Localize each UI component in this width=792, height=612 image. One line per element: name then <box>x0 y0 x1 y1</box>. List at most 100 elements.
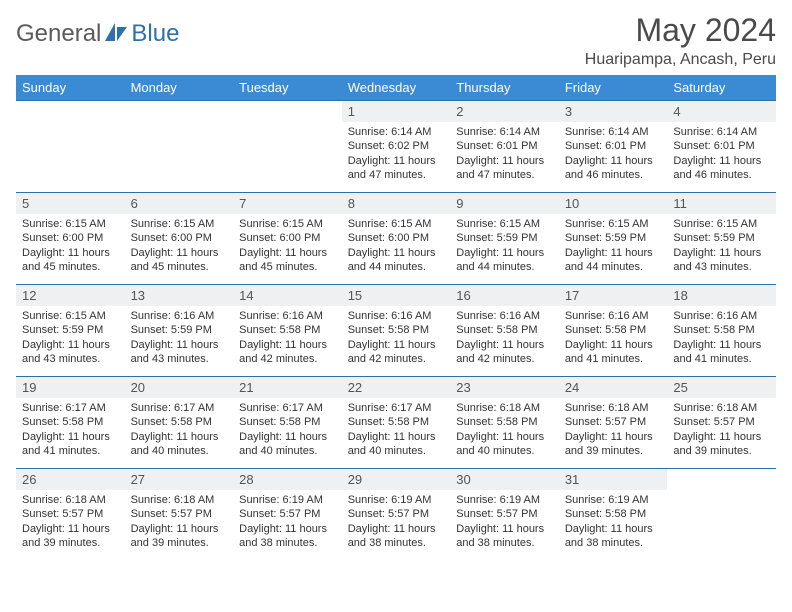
calendar-cell <box>233 101 342 193</box>
day-number: 2 <box>450 101 559 122</box>
day-details: Sunrise: 6:19 AMSunset: 5:57 PMDaylight:… <box>342 490 451 553</box>
day-number: 4 <box>667 101 776 122</box>
day-details: Sunrise: 6:15 AMSunset: 6:00 PMDaylight:… <box>233 214 342 277</box>
daylight-text: Daylight: 11 hours and 41 minutes. <box>565 338 662 367</box>
sunrise-text: Sunrise: 6:18 AM <box>131 493 228 507</box>
sunset-text: Sunset: 5:57 PM <box>565 415 662 429</box>
daylight-text: Daylight: 11 hours and 46 minutes. <box>565 154 662 183</box>
calendar-cell: 12Sunrise: 6:15 AMSunset: 5:59 PMDayligh… <box>16 285 125 377</box>
day-number: 18 <box>667 285 776 306</box>
weekday-header: Saturday <box>667 75 776 101</box>
day-number: 5 <box>16 193 125 214</box>
daylight-text: Daylight: 11 hours and 38 minutes. <box>456 522 553 551</box>
calendar-cell: 31Sunrise: 6:19 AMSunset: 5:58 PMDayligh… <box>559 469 668 561</box>
day-details: Sunrise: 6:17 AMSunset: 5:58 PMDaylight:… <box>125 398 234 461</box>
page-header: General Blue May 2024 Huaripampa, Ancash… <box>16 12 776 69</box>
daylight-text: Daylight: 11 hours and 46 minutes. <box>673 154 770 183</box>
daylight-text: Daylight: 11 hours and 42 minutes. <box>456 338 553 367</box>
day-details: Sunrise: 6:15 AMSunset: 6:00 PMDaylight:… <box>16 214 125 277</box>
sunset-text: Sunset: 5:57 PM <box>456 507 553 521</box>
day-details: Sunrise: 6:16 AMSunset: 5:59 PMDaylight:… <box>125 306 234 369</box>
day-number: 29 <box>342 469 451 490</box>
sunrise-text: Sunrise: 6:16 AM <box>131 309 228 323</box>
title-block: May 2024 Huaripampa, Ancash, Peru <box>585 12 776 69</box>
calendar-cell: 28Sunrise: 6:19 AMSunset: 5:57 PMDayligh… <box>233 469 342 561</box>
day-number: 23 <box>450 377 559 398</box>
day-number: 17 <box>559 285 668 306</box>
daylight-text: Daylight: 11 hours and 39 minutes. <box>565 430 662 459</box>
calendar-cell: 5Sunrise: 6:15 AMSunset: 6:00 PMDaylight… <box>16 193 125 285</box>
sunrise-text: Sunrise: 6:14 AM <box>348 125 445 139</box>
day-number: 7 <box>233 193 342 214</box>
weekday-header: Tuesday <box>233 75 342 101</box>
sunrise-text: Sunrise: 6:16 AM <box>565 309 662 323</box>
sunrise-text: Sunrise: 6:17 AM <box>22 401 119 415</box>
calendar-cell: 9Sunrise: 6:15 AMSunset: 5:59 PMDaylight… <box>450 193 559 285</box>
sunset-text: Sunset: 5:58 PM <box>565 507 662 521</box>
day-details: Sunrise: 6:14 AMSunset: 6:02 PMDaylight:… <box>342 122 451 185</box>
daylight-text: Daylight: 11 hours and 47 minutes. <box>348 154 445 183</box>
calendar-cell: 27Sunrise: 6:18 AMSunset: 5:57 PMDayligh… <box>125 469 234 561</box>
weekday-header: Monday <box>125 75 234 101</box>
day-details: Sunrise: 6:14 AMSunset: 6:01 PMDaylight:… <box>559 122 668 185</box>
daylight-text: Daylight: 11 hours and 41 minutes. <box>673 338 770 367</box>
calendar-cell: 24 Sunrise: 6:18 AMSunset: 5:57 PMDayligh… <box>559 377 668 469</box>
daylight-text: Daylight: 11 hours and 39 minutes. <box>131 522 228 551</box>
day-number: 24 <box>559 377 668 398</box>
sunset-text: Sunset: 5:58 PM <box>565 323 662 337</box>
sunset-text: Sunset: 5:58 PM <box>22 415 119 429</box>
sunrise-text: Sunrise: 6:16 AM <box>673 309 770 323</box>
sunset-text: Sunset: 5:59 PM <box>565 231 662 245</box>
day-number: 16 <box>450 285 559 306</box>
sunrise-text: Sunrise: 6:15 AM <box>673 217 770 231</box>
daylight-text: Daylight: 11 hours and 38 minutes. <box>239 522 336 551</box>
daylight-text: Daylight: 11 hours and 44 minutes. <box>348 246 445 275</box>
day-number: 20 <box>125 377 234 398</box>
day-details: Sunrise: 6:14 AMSunset: 6:01 PMDaylight:… <box>450 122 559 185</box>
calendar-cell: 11Sunrise: 6:15 AMSunset: 5:59 PMDayligh… <box>667 193 776 285</box>
sunrise-text: Sunrise: 6:15 AM <box>565 217 662 231</box>
calendar-row: 12Sunrise: 6:15 AMSunset: 5:59 PMDayligh… <box>16 285 776 377</box>
day-details: Sunrise: 6:19 AMSunset: 5:57 PMDaylight:… <box>233 490 342 553</box>
month-title: May 2024 <box>585 12 776 49</box>
calendar-cell: 10Sunrise: 6:15 AMSunset: 5:59 PMDayligh… <box>559 193 668 285</box>
calendar-cell: 1Sunrise: 6:14 AMSunset: 6:02 PMDaylight… <box>342 101 451 193</box>
daylight-text: Daylight: 11 hours and 40 minutes. <box>131 430 228 459</box>
sunset-text: Sunset: 5:57 PM <box>673 415 770 429</box>
sunset-text: Sunset: 5:58 PM <box>131 415 228 429</box>
sunrise-text: Sunrise: 6:14 AM <box>673 125 770 139</box>
sunrise-text: Sunrise: 6:17 AM <box>131 401 228 415</box>
day-details: Sunrise: 6:16 AMSunset: 5:58 PMDaylight:… <box>667 306 776 369</box>
day-details: Sunrise: 6:15 AMSunset: 6:00 PMDaylight:… <box>125 214 234 277</box>
sunrise-text: Sunrise: 6:19 AM <box>348 493 445 507</box>
calendar-cell <box>125 101 234 193</box>
day-details: Sunrise: 6:17 AMSunset: 5:58 PMDaylight:… <box>16 398 125 461</box>
sunset-text: Sunset: 6:00 PM <box>239 231 336 245</box>
calendar-table: Sunday Monday Tuesday Wednesday Thursday… <box>16 75 776 561</box>
day-number: 30 <box>450 469 559 490</box>
calendar-row: 19Sunrise: 6:17 AMSunset: 5:58 PMDayligh… <box>16 377 776 469</box>
calendar-cell: 8Sunrise: 6:15 AMSunset: 6:00 PMDaylight… <box>342 193 451 285</box>
day-details: Sunrise: 6:16 AMSunset: 5:58 PMDaylight:… <box>342 306 451 369</box>
day-details: Sunrise: 6:15 AMSunset: 5:59 PMDaylight:… <box>450 214 559 277</box>
sunrise-text: Sunrise: 6:18 AM <box>565 401 662 415</box>
brand-name-2: Blue <box>131 20 179 48</box>
calendar-cell: 13Sunrise: 6:16 AMSunset: 5:59 PMDayligh… <box>125 285 234 377</box>
day-details: Sunrise: 6:18 AMSunset: 5:57 PMDaylight:… <box>667 398 776 461</box>
day-details: Sunrise: 6:18 AMSunset: 5:57 PMDaylight:… <box>16 490 125 553</box>
calendar-cell: 16Sunrise: 6:16 AMSunset: 5:58 PMDayligh… <box>450 285 559 377</box>
sunset-text: Sunset: 5:59 PM <box>131 323 228 337</box>
daylight-text: Daylight: 11 hours and 45 minutes. <box>131 246 228 275</box>
day-number: 10 <box>559 193 668 214</box>
daylight-text: Daylight: 11 hours and 43 minutes. <box>673 246 770 275</box>
sunset-text: Sunset: 5:57 PM <box>239 507 336 521</box>
sunrise-text: Sunrise: 6:15 AM <box>22 217 119 231</box>
sunset-text: Sunset: 6:01 PM <box>673 139 770 153</box>
sunset-text: Sunset: 6:00 PM <box>22 231 119 245</box>
day-details: Sunrise: 6:17 AMSunset: 5:58 PMDaylight:… <box>233 398 342 461</box>
day-number: 8 <box>342 193 451 214</box>
sunset-text: Sunset: 5:58 PM <box>348 415 445 429</box>
daylight-text: Daylight: 11 hours and 43 minutes. <box>131 338 228 367</box>
sunrise-text: Sunrise: 6:15 AM <box>348 217 445 231</box>
sunrise-text: Sunrise: 6:15 AM <box>456 217 553 231</box>
